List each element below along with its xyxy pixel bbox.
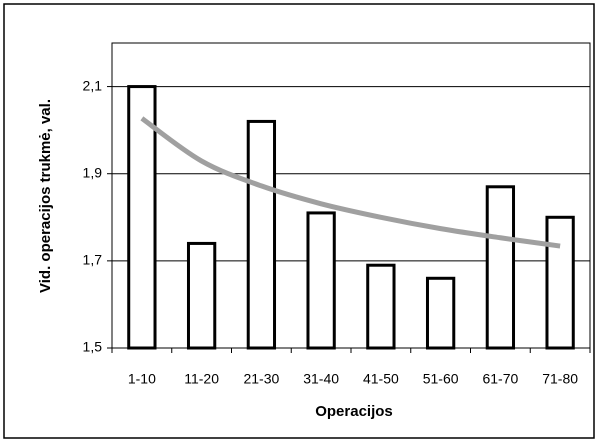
x-tick-label: 11-20 [184,371,219,387]
bar [186,241,217,350]
x-axis-title: Operacijos [315,403,393,420]
bar [306,211,336,350]
x-tick-label: 51-60 [423,371,459,387]
bar [246,119,277,350]
plot-area [111,42,591,349]
y-tick-label: 1,5 [83,339,103,355]
x-tick-label: 31-40 [303,371,339,387]
bar [127,85,157,350]
x-tick-label: 1-10 [128,371,156,387]
bar [366,263,396,350]
bar [485,185,516,350]
bar [425,276,456,350]
y-axis-title: Vid. operacijos trukmė, val. [37,99,54,293]
y-tick-label: 2,1 [83,77,103,93]
y-tick-label: 1,7 [83,252,103,268]
x-tick-label: 71-80 [542,371,578,387]
x-tick-label: 61-70 [482,371,518,387]
trendline [140,116,561,249]
y-tick-label: 1,9 [83,164,103,180]
x-tick-label: 41-50 [363,371,399,387]
x-tick-label: 21-30 [243,371,279,387]
bar [545,215,575,350]
